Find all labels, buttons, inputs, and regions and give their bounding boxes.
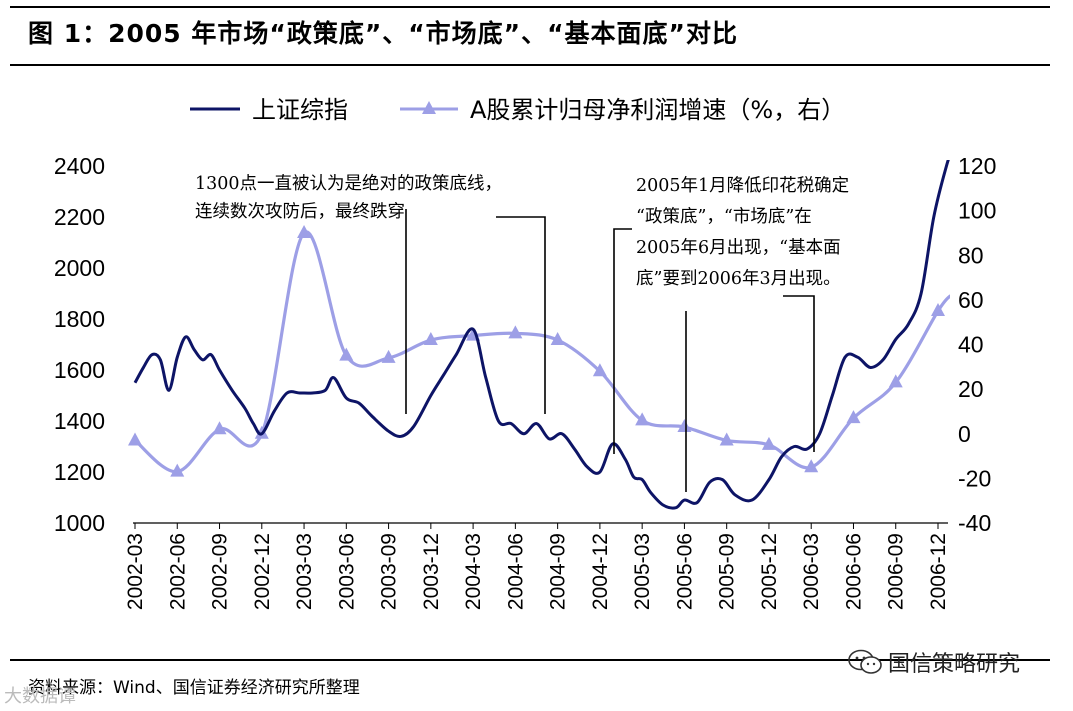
watermark-bottom-left: 大数据谭 bbox=[4, 686, 76, 707]
y-right-tick-label: -20 bbox=[958, 465, 991, 491]
annotation-2-text: 底”要到2006年3月出现。 bbox=[636, 269, 841, 289]
profit-growth-marker bbox=[128, 432, 142, 446]
x-tick-label: 2006-06 bbox=[842, 533, 865, 610]
y-left-tick-label: 1200 bbox=[54, 459, 105, 485]
y-left-tick-label: 1800 bbox=[54, 306, 105, 332]
y-right-tick-label: 40 bbox=[958, 332, 984, 358]
x-tick-label: 2002-06 bbox=[166, 533, 189, 610]
bottom-rule bbox=[10, 659, 1050, 661]
legend-label-index: 上证综指 bbox=[252, 96, 348, 124]
x-tick-label: 2002-12 bbox=[251, 533, 274, 610]
profit-growth-marker bbox=[212, 421, 227, 435]
profit-growth-marker bbox=[423, 332, 438, 346]
y-left-tick-label: 2000 bbox=[54, 255, 105, 281]
profit-growth-marker bbox=[592, 363, 607, 377]
y-right-tick-label: -40 bbox=[958, 510, 991, 536]
x-tick-label: 2005-09 bbox=[716, 533, 739, 610]
x-tick-label: 2002-09 bbox=[209, 533, 232, 610]
annotation-2-pointer bbox=[783, 295, 815, 452]
profit-growth-marker bbox=[846, 410, 861, 424]
annotation-2-text: 2005年6月出现，“基本面 bbox=[636, 238, 841, 258]
profit-growth-marker bbox=[635, 412, 650, 426]
profit-growth-marker bbox=[677, 419, 692, 433]
y-left-tick-label: 1400 bbox=[54, 408, 105, 434]
top-rule bbox=[10, 6, 1050, 8]
profit-growth-line bbox=[133, 230, 950, 474]
figure-title: 图 1：2005 年市场“政策底”、“市场底”、“基本面底”对比 bbox=[28, 19, 738, 48]
x-tick-label: 2003-03 bbox=[293, 533, 316, 610]
x-tick-label: 2004-12 bbox=[589, 533, 612, 610]
y-right-tick-label: 100 bbox=[958, 198, 996, 224]
profit-growth-marker bbox=[719, 432, 734, 446]
y-left-tick-label: 2400 bbox=[54, 153, 105, 179]
x-tick-label: 2003-06 bbox=[335, 533, 358, 610]
annotation-1-text: 1300点一直被认为是绝对的政策底线， bbox=[195, 174, 502, 194]
y-right-tick-label: 80 bbox=[958, 242, 984, 268]
x-tick-label: 2003-09 bbox=[378, 533, 401, 610]
annotation-1-pointer bbox=[496, 216, 546, 414]
profit-growth-marker bbox=[550, 332, 565, 346]
y-left-tick-label: 2200 bbox=[54, 204, 105, 230]
x-tick-label: 2005-03 bbox=[631, 533, 654, 610]
annotation-2-pointer bbox=[613, 228, 632, 454]
title-rule bbox=[10, 64, 1050, 66]
x-tick-label: 2006-09 bbox=[885, 533, 908, 610]
annotation-1-text: 连续数次攻防后，最终跌穿 bbox=[195, 202, 405, 222]
profit-growth-marker bbox=[508, 325, 523, 339]
y-right-tick-label: 60 bbox=[958, 287, 984, 313]
x-tick-label: 2006-03 bbox=[800, 533, 823, 610]
annotation-2-text: “政策底”，“市场底”在 bbox=[636, 207, 812, 227]
x-tick-label: 2002-03 bbox=[124, 533, 147, 610]
x-tick-label: 2006-12 bbox=[927, 533, 950, 610]
profit-growth-marker bbox=[297, 224, 312, 238]
x-tick-label: 2005-06 bbox=[673, 533, 696, 610]
profit-growth-marker bbox=[761, 436, 776, 450]
y-left-tick-label: 1600 bbox=[54, 357, 105, 383]
y-left-tick-label: 1000 bbox=[54, 510, 105, 536]
profit-growth-marker bbox=[804, 459, 819, 473]
profit-growth-marker bbox=[888, 374, 903, 388]
profit-growth-marker bbox=[170, 463, 185, 477]
source-note: 资料来源：Wind、国信证券经济研究所整理 bbox=[28, 678, 360, 698]
y-right-tick-label: 20 bbox=[958, 376, 984, 402]
x-tick-label: 2004-06 bbox=[504, 533, 527, 610]
wechat-icon bbox=[848, 649, 882, 674]
profit-growth-marker bbox=[381, 349, 396, 363]
watermark-text: 国信策略研究 bbox=[888, 652, 1021, 677]
annotation-2-text: 2005年1月降低印花税确定 bbox=[636, 176, 849, 196]
x-tick-label: 2004-03 bbox=[462, 533, 485, 610]
legend-marker-profit bbox=[422, 101, 436, 114]
y-right-tick-label: 0 bbox=[958, 421, 971, 447]
profit-growth-marker bbox=[931, 303, 945, 317]
x-tick-label: 2004-09 bbox=[547, 533, 570, 610]
profit-growth-marker bbox=[339, 347, 354, 361]
legend-label-profit: A股累计归母净利润增速（%，右） bbox=[470, 96, 845, 124]
y-right-tick-label: 120 bbox=[958, 153, 996, 179]
x-tick-label: 2003-12 bbox=[420, 533, 443, 610]
x-tick-label: 2005-12 bbox=[758, 533, 781, 610]
watermark: 国信策略研究 bbox=[848, 646, 1020, 678]
